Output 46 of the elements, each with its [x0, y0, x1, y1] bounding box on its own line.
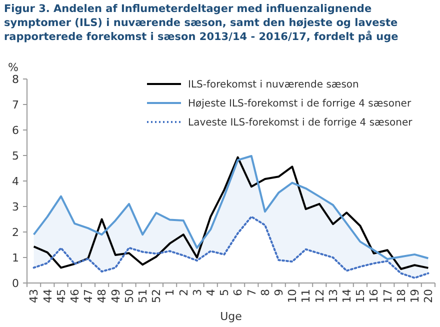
- y-tick-label: 6: [12, 124, 19, 137]
- x-tick-label: 18: [394, 289, 408, 303]
- legend-label: Højeste ILS-forekomst i de forrige 4 sæsoner: [188, 98, 412, 110]
- x-tick-label: 10: [286, 289, 300, 303]
- x-tick-label: 8: [258, 289, 272, 296]
- y-tick-label: 8: [12, 72, 19, 86]
- x-tick-label: 47: [82, 289, 96, 303]
- x-axis-title: Uge: [220, 310, 242, 323]
- x-tick-label: 16: [368, 289, 381, 303]
- x-tick-label: 45: [54, 289, 68, 303]
- x-tick-label: 17: [381, 289, 394, 303]
- y-tick-label: 5: [12, 149, 19, 162]
- x-tick-label: 3: [190, 289, 204, 296]
- x-tick-label: 44: [41, 289, 54, 303]
- y-tick-label: 1: [12, 251, 19, 264]
- x-tick-label: 51: [136, 289, 150, 303]
- line-series: [32, 216, 430, 279]
- x-tick-label: 14: [340, 289, 354, 303]
- x-tick-label: 11: [300, 289, 313, 303]
- x-tick-label: 4: [204, 289, 218, 296]
- x-tick-label: 6: [232, 289, 245, 296]
- y-tick-label: 0: [12, 276, 19, 290]
- y-tick-label: 2: [12, 226, 19, 239]
- x-tick-label: 2: [177, 289, 190, 296]
- x-tick-label: 50: [122, 289, 136, 303]
- x-tick-label: 7: [245, 289, 258, 296]
- x-tick-label: 1: [164, 289, 177, 296]
- chart-title: Figur 3. Andelen af Influmeterdeltager med influenzalignende symptomer (ILS) i nuværende sæson, samt den højeste og laveste rapporterede forekomst i sæson 2013/14 - 2016/17, fordelt på uge: [4, 3, 398, 43]
- x-tick-label: 52: [150, 289, 164, 303]
- x-tick-label: 13: [326, 289, 340, 303]
- x-tick-label: 9: [272, 289, 286, 296]
- x-tick-label: 19: [408, 289, 422, 303]
- x-tick-label: 12: [313, 289, 326, 303]
- legend-label: ILS-forekomst i nuværende sæson: [188, 80, 359, 90]
- legend-label: Laveste ILS-forekomst i de forrige 4 sæsoner: [188, 118, 414, 128]
- x-tick-label: 5: [218, 289, 232, 296]
- y-tick-label: 3: [12, 200, 19, 214]
- y-tick-label: 4: [12, 174, 19, 188]
- x-tick-label: 20: [422, 289, 436, 303]
- x-tick-label: 43: [28, 289, 41, 303]
- y-tick-label: 7: [12, 98, 19, 112]
- x-tick-label: 15: [354, 289, 368, 303]
- y-axis-title: %: [8, 61, 18, 74]
- x-tick-label: 49: [109, 289, 122, 303]
- x-tick-label: 46: [68, 289, 82, 303]
- x-tick-label: 48: [96, 289, 109, 303]
